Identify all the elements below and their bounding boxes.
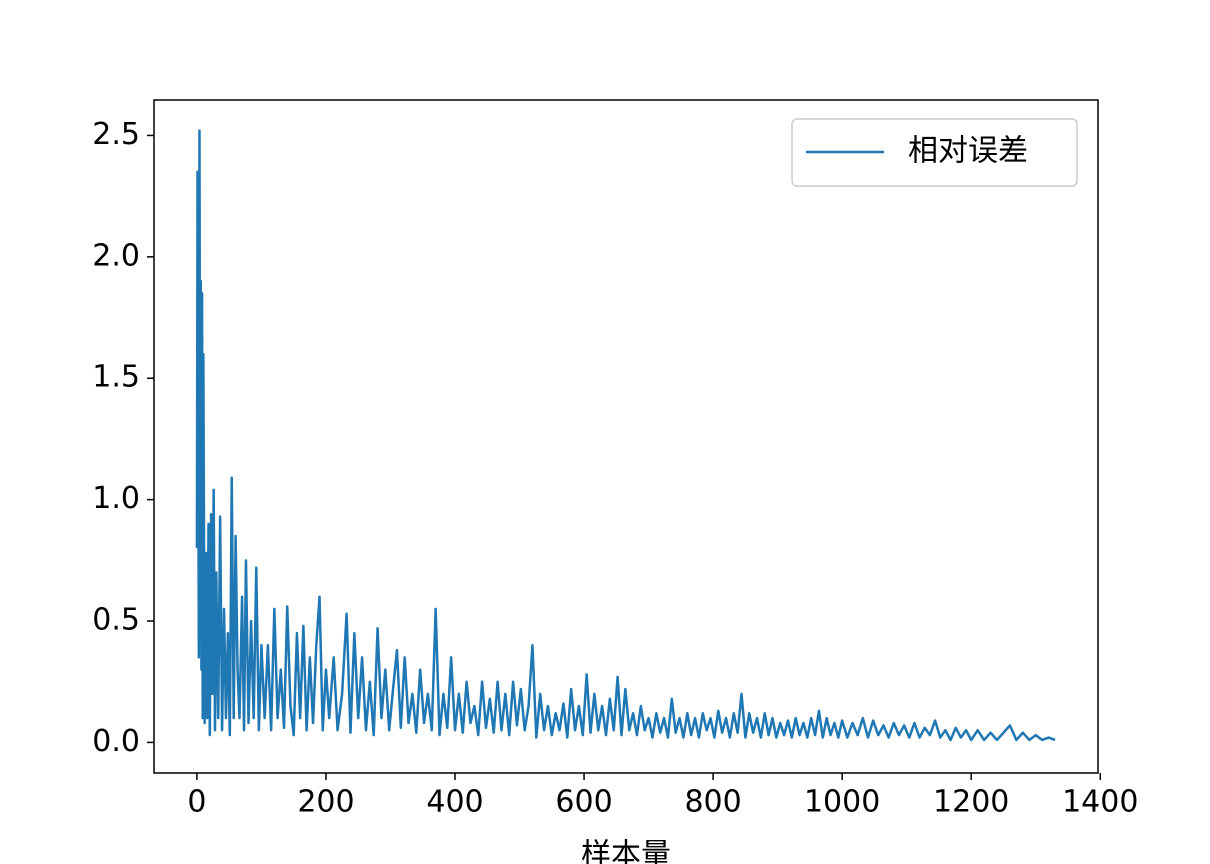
legend-label: 相对误差 [908, 134, 1028, 169]
y-tick-label: 1.5 [92, 360, 140, 395]
y-tick-label: 2.5 [92, 117, 140, 152]
x-tick-label: 400 [426, 785, 483, 820]
x-tick-label: 0 [187, 785, 206, 820]
x-tick-label: 1400 [1062, 785, 1138, 820]
plot-frame [153, 99, 1099, 774]
x-tick-label: 1000 [804, 785, 880, 820]
x-axis-label: 样本量 [581, 838, 671, 864]
x-tick-label: 1200 [933, 785, 1009, 820]
legend-box [791, 118, 1078, 187]
x-tick-label: 800 [684, 785, 741, 820]
y-tick-label: 1.0 [92, 481, 140, 516]
y-tick-label: 0.0 [92, 724, 140, 759]
data-line [195, 129, 1056, 742]
y-tick-label: 2.0 [92, 238, 140, 273]
x-tick-label: 600 [555, 785, 612, 820]
x-tick-label: 200 [297, 785, 354, 820]
y-tick-label: 0.5 [92, 603, 140, 638]
